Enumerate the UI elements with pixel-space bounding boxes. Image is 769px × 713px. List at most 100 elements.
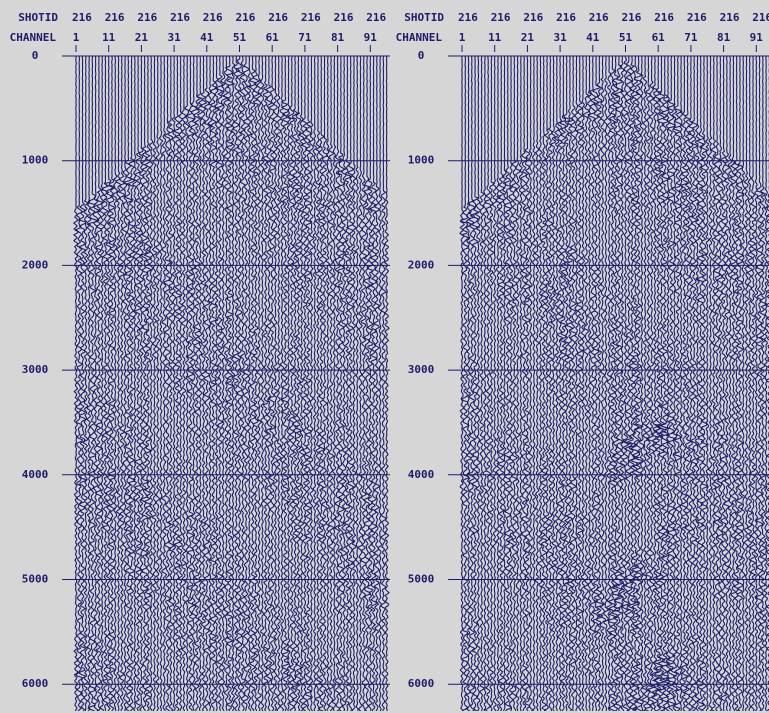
trace [643, 56, 653, 711]
trace [118, 55, 126, 711]
trace [327, 56, 335, 711]
time-tick-label: 6000 [22, 677, 49, 690]
trace [203, 55, 211, 711]
trace [99, 55, 106, 711]
trace [262, 56, 270, 711]
trace [481, 55, 488, 711]
time-tick-label: 5000 [22, 573, 49, 586]
traces [459, 55, 769, 711]
trace [213, 55, 220, 711]
trace [732, 55, 741, 711]
trace [519, 55, 529, 711]
trace [507, 55, 515, 711]
trace [247, 55, 258, 711]
trace [735, 55, 745, 711]
trace [534, 55, 541, 711]
trace [669, 55, 679, 711]
trace [723, 55, 731, 711]
trace [362, 55, 372, 711]
trace [343, 56, 352, 711]
trace [491, 55, 499, 711]
time-tick-label: 4000 [408, 468, 435, 481]
channel-value: 41 [200, 31, 214, 44]
trace [255, 55, 263, 711]
channel-value: 81 [717, 31, 731, 44]
shotid-label: SHOTID [18, 11, 58, 24]
trace [163, 55, 172, 711]
trace [712, 55, 722, 711]
trace [653, 55, 665, 711]
trace [235, 55, 245, 711]
time-tick-label: 4000 [22, 468, 49, 481]
channel-value: 61 [266, 31, 280, 44]
time-tick-label: 1000 [408, 154, 435, 167]
channel-value: 1 [73, 31, 80, 44]
trace [181, 55, 188, 711]
trace [154, 55, 161, 711]
trace [633, 56, 645, 711]
trace [729, 55, 738, 711]
trace [465, 55, 473, 711]
trace [603, 55, 610, 711]
trace [312, 55, 318, 711]
shotid-value: 216 [105, 11, 125, 24]
trace [694, 55, 701, 711]
trace [763, 55, 769, 711]
trace [148, 56, 154, 711]
trace [558, 55, 568, 711]
time-tick-label: 3000 [408, 363, 435, 376]
trace [586, 55, 593, 711]
shotid-value: 216 [491, 11, 511, 24]
trace [527, 56, 534, 711]
shotid-value: 216 [236, 11, 256, 24]
shotid-value: 216 [301, 11, 321, 24]
trace [613, 55, 625, 711]
trace [231, 56, 241, 711]
trace [222, 55, 230, 711]
trace [596, 55, 607, 711]
trace [683, 55, 692, 711]
trace [695, 55, 706, 711]
trace [280, 55, 290, 711]
trace [673, 55, 684, 711]
time-tick-label: 2000 [22, 258, 49, 271]
channel-value: 21 [521, 31, 535, 44]
trace [550, 55, 557, 711]
shotid-label: SHOTID [404, 11, 444, 24]
trace [354, 55, 360, 711]
trace [514, 55, 521, 711]
trace [287, 55, 296, 711]
trace [158, 55, 164, 711]
trace [592, 55, 601, 711]
trace [566, 55, 574, 711]
trace [72, 55, 80, 711]
channel-value: 91 [364, 31, 378, 44]
trace [593, 55, 605, 711]
trace [618, 55, 626, 711]
trace [112, 56, 119, 711]
trace [272, 55, 279, 711]
trace [357, 55, 364, 711]
channel-value: 51 [233, 31, 247, 44]
time-tick-label: 0 [32, 49, 39, 62]
trace [646, 55, 657, 711]
trace [82, 55, 89, 711]
trace [488, 55, 496, 711]
trace [626, 55, 638, 711]
trace [207, 55, 213, 711]
trace [495, 55, 506, 711]
trace [531, 55, 537, 711]
trace [459, 56, 465, 711]
time-tick-label: 3000 [22, 363, 49, 376]
trace [366, 55, 374, 711]
trace [193, 55, 203, 711]
trace [359, 55, 368, 711]
trace [555, 55, 565, 711]
trace [104, 55, 115, 711]
channel-value: 71 [298, 31, 312, 44]
trace [314, 55, 322, 711]
trace [251, 55, 261, 711]
shotid-value: 216 [589, 11, 609, 24]
trace [298, 55, 305, 711]
trace [230, 55, 236, 711]
